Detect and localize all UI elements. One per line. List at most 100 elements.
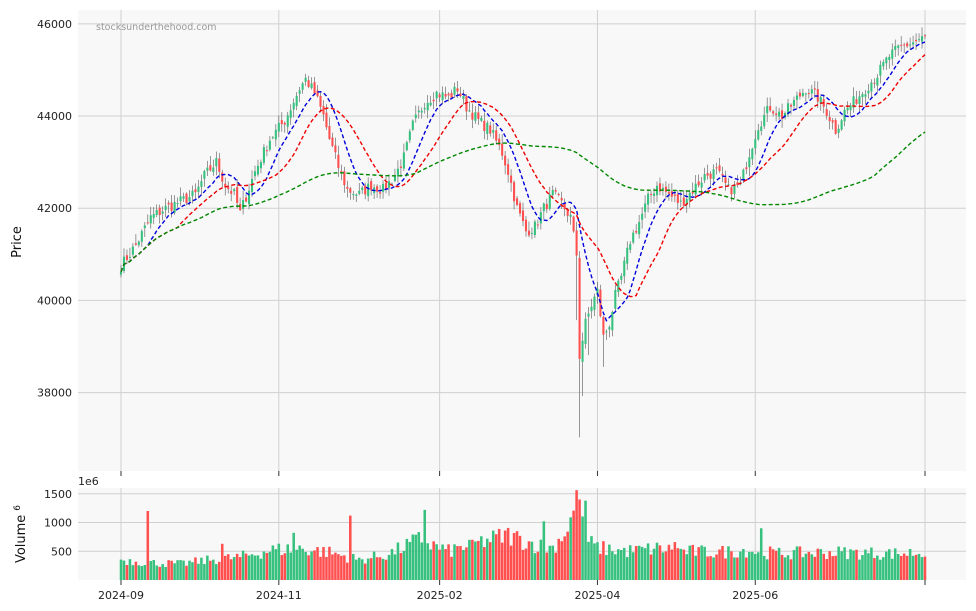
volume-bar [143,564,147,580]
volume-bar [599,553,602,580]
candle-body [376,186,379,192]
volume-bar [536,551,540,580]
candle-body [906,43,909,47]
volume-bar [807,551,811,580]
candle-body [495,130,498,141]
volume-bar [215,564,218,580]
candle-body [575,230,578,256]
candle-body [170,202,173,211]
volume-bar [828,551,831,580]
volume-bar [462,549,465,580]
candle-body [325,112,328,128]
volume-bar [685,554,689,580]
candle-body [885,57,888,64]
volume-bar [649,554,653,580]
candle-body [343,171,346,186]
candle-body [286,115,289,127]
candle-body [295,95,298,107]
volume-bar [664,551,668,580]
volume-bar [652,548,656,580]
candle-body [289,110,292,118]
candle-body [441,92,444,101]
candle-body [697,181,700,186]
volume-bar [864,549,867,580]
volume-bar [625,557,629,580]
candle-body [250,178,254,192]
volume-bar [295,549,298,580]
candle-body [641,213,644,220]
candle-body [688,192,691,201]
candle-body [623,260,626,277]
volume-bar [241,550,245,580]
candle-body [679,200,682,202]
candle-body [554,190,557,192]
candle-body [778,111,781,117]
candle-body [518,203,522,214]
candle-body [274,129,277,140]
candle-body [763,114,766,127]
volume-bar [539,539,543,580]
candle-body [813,88,816,90]
candle-body [405,142,408,151]
candle-body [527,230,530,236]
candle-body [450,92,453,98]
candle-body [745,167,748,170]
candle-body [411,120,414,130]
volume-bar [262,551,266,580]
volume-axis-label-text: Volume [14,515,29,563]
candle-body [486,122,489,134]
candle-body [635,230,638,233]
candle-body [197,186,200,192]
candle-body [349,188,352,193]
candle-body [873,82,876,84]
candle-body [155,209,158,215]
volume-bar [238,557,242,580]
volume-bar [125,565,129,580]
volume-bar [745,557,748,580]
volume-bar [584,500,587,580]
candle-body [224,183,227,188]
volume-bar [176,560,179,580]
candle-body [658,183,662,192]
candle-body [268,140,271,150]
volume-bar [146,511,150,580]
candle-body [173,201,176,213]
candle-body [849,105,852,111]
volume-tick-label: 500 [51,545,72,558]
volume-bar [893,548,897,580]
volume-bar [697,547,700,580]
volume-bar [822,553,826,580]
volume-bar [408,541,412,580]
candle-body [149,215,152,224]
volume-bar [754,553,757,580]
volume-bar [357,557,361,580]
volume-bar [792,550,796,580]
candle-body [322,106,325,115]
candle-body [563,203,566,210]
volume-bar [688,545,692,580]
price-tick-label: 38000 [37,387,72,400]
volume-bar [622,547,626,580]
volume-bar [706,556,709,580]
volume-bar [849,549,852,580]
volume-bar [331,554,334,580]
candle-body [524,219,528,232]
candle-body [700,182,703,188]
volume-bar [506,527,510,580]
volume-bar [658,545,662,580]
volume-bar [369,558,373,580]
candle-body [489,125,492,134]
volume-bar [149,561,153,580]
candle-body [119,271,123,275]
candle-body [786,103,790,115]
candle-body [593,296,596,310]
candle-body [316,90,319,97]
volume-bar [137,565,141,580]
candle-body [465,96,468,112]
volume-bar [334,552,337,580]
candle-body [361,187,364,191]
candle-body [134,243,137,245]
volume-bar [131,565,135,580]
volume-bar [581,516,584,580]
volume-bar [387,554,391,580]
